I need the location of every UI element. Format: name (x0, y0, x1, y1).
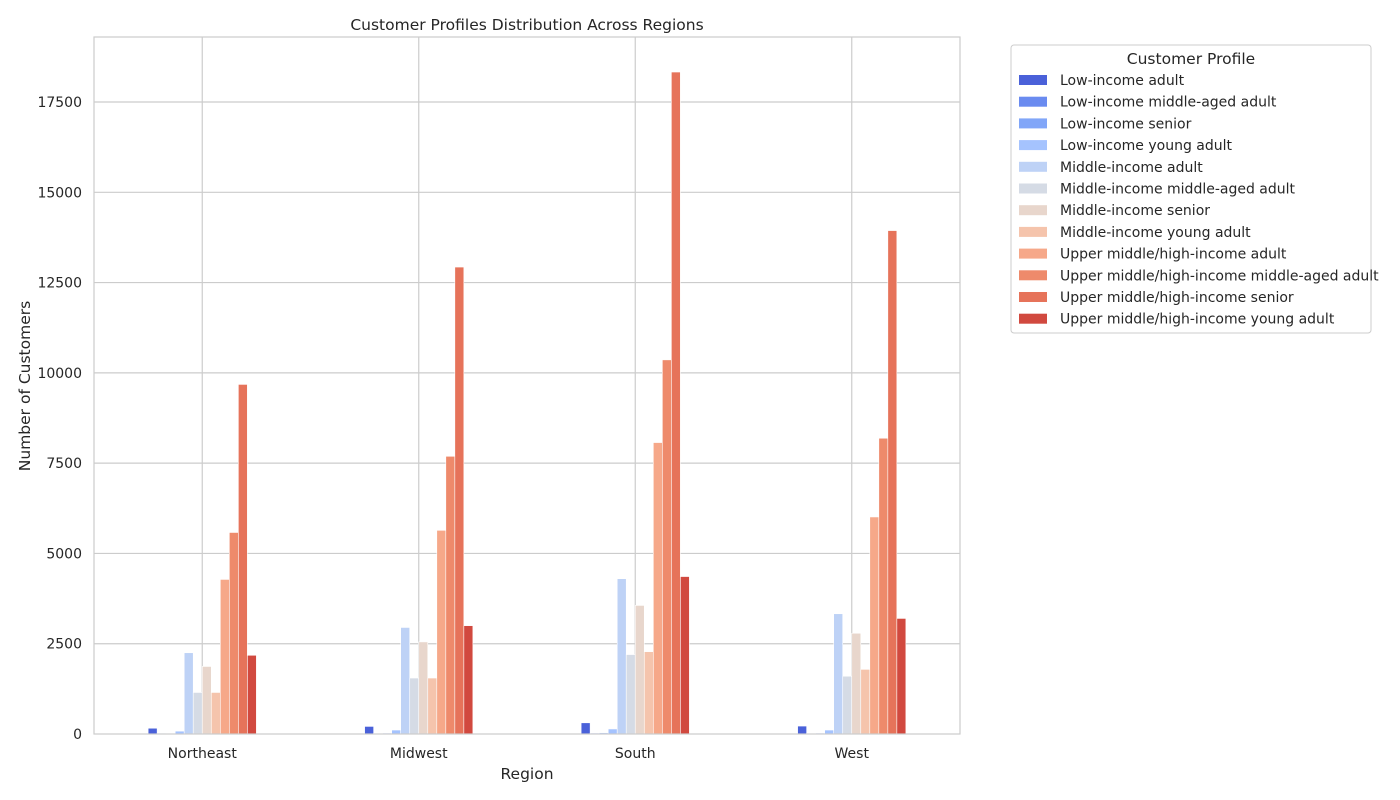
bar (869, 516, 880, 735)
bar (652, 442, 663, 735)
x-tick-label: Northeast (168, 746, 238, 762)
bar (147, 727, 158, 735)
legend-swatch (1019, 96, 1047, 107)
legend-label: Upper middle/high-income adult (1060, 247, 1287, 263)
legend-items: Low-income adult Low-income middle-aged a… (1019, 73, 1379, 328)
bar (364, 726, 374, 735)
bar (445, 455, 456, 735)
bar (463, 625, 474, 735)
legend-label: Upper middle/high-income middle-aged adu… (1060, 268, 1379, 284)
legend-swatch (1019, 75, 1047, 85)
bar (851, 632, 862, 735)
legend-box (1010, 44, 1372, 334)
bar (219, 579, 230, 735)
legend-swatch (1019, 313, 1047, 324)
y-axis-ticks: 0 2500 5000 7500 10000 12500 15000 17500 (37, 95, 82, 743)
legend-label: Middle-income senior (1060, 203, 1210, 219)
chart-title: Customer Profiles Distribution Across Re… (350, 16, 703, 34)
bar (896, 618, 907, 735)
bar (229, 532, 239, 735)
legend-label: Low-income senior (1060, 116, 1192, 132)
bar (662, 359, 672, 735)
bar (842, 675, 853, 735)
bar (418, 641, 429, 735)
bar (192, 692, 203, 735)
bar (860, 669, 871, 735)
bar (887, 230, 898, 735)
legend-swatch (1019, 270, 1047, 281)
bar (247, 654, 257, 735)
x-axis-title: Region (500, 765, 553, 783)
bar (607, 728, 618, 735)
y-tick-label: 15000 (37, 185, 82, 201)
bars (147, 71, 907, 735)
legend-swatch (1019, 118, 1047, 129)
x-axis-ticks: Northeast Midwest South West (168, 746, 870, 762)
legend: Customer Profile Low-income adultLow-inc… (1010, 44, 1379, 334)
bar (454, 266, 465, 735)
legend-swatch (1019, 205, 1047, 216)
legend-label: Middle-income young adult (1060, 225, 1251, 241)
y-axis-title: Number of Customers (16, 301, 34, 471)
bar (616, 578, 627, 735)
legend-swatch (1019, 161, 1047, 172)
x-tick-label: Midwest (390, 746, 448, 762)
legend-label: Low-income adult (1060, 73, 1185, 89)
y-tick-label: 5000 (46, 546, 82, 562)
bar (625, 654, 636, 735)
bar (797, 725, 807, 735)
bar (671, 71, 681, 735)
bar (238, 384, 248, 735)
legend-swatch (1019, 140, 1047, 151)
legend-label: Low-income young adult (1060, 138, 1233, 154)
legend-label: Middle-income middle-aged adult (1060, 182, 1296, 198)
plot-frame (93, 36, 961, 735)
y-tick-label: 2500 (46, 637, 82, 653)
legend-label: Middle-income adult (1060, 160, 1203, 176)
y-tick-label: 10000 (37, 366, 82, 382)
x-tick-label: West (835, 746, 870, 762)
legend-swatch (1019, 226, 1047, 237)
bar (833, 613, 844, 735)
y-tick-label: 12500 (37, 276, 82, 292)
bar (643, 651, 654, 735)
bar (427, 677, 438, 735)
y-tick-label: 17500 (37, 95, 82, 111)
bar (436, 530, 447, 735)
legend-title: Customer Profile (1127, 50, 1255, 68)
bar (680, 576, 690, 735)
y-tick-label: 0 (73, 727, 82, 743)
bar (400, 627, 411, 735)
bar (210, 692, 221, 735)
legend-label: Upper middle/high-income young adult (1060, 312, 1335, 328)
bar (878, 437, 889, 735)
bar (201, 666, 212, 735)
legend-label: Upper middle/high-income senior (1060, 290, 1294, 306)
bar (580, 722, 591, 735)
legend-label: Low-income middle-aged adult (1060, 95, 1277, 111)
legend-swatch (1019, 183, 1047, 194)
y-tick-label: 7500 (46, 456, 82, 472)
x-tick-label: South (615, 746, 656, 762)
bar (183, 652, 194, 735)
bar (409, 677, 420, 735)
bar (634, 605, 645, 735)
legend-swatch (1019, 292, 1047, 302)
legend-swatch (1019, 248, 1047, 259)
